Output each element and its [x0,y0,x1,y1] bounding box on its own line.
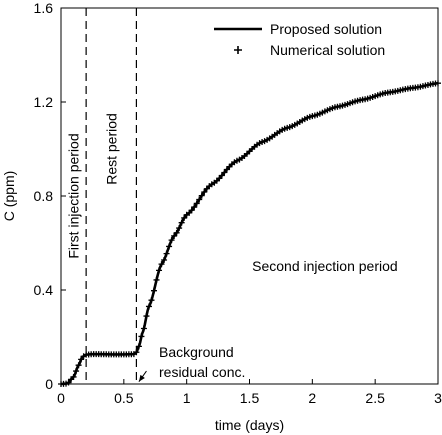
data-point [198,192,205,199]
data-point [176,225,183,232]
y-axis-title: C (ppm) [1,171,17,222]
data-point [158,261,165,268]
y-tick-label: 0.4 [34,282,54,298]
data-point [191,204,198,211]
data-point [156,267,163,274]
plot-area [60,7,439,385]
data-point [163,250,170,257]
x-tick-label: 2 [308,390,316,406]
period-dividers [85,8,137,384]
data-point [145,303,152,310]
x-tick-label: 2.5 [365,390,385,406]
series-markers-numerical [58,80,441,387]
data-point [435,80,441,87]
data-point [140,325,147,332]
data-point [161,256,168,263]
data-point [166,243,173,250]
x-tick-label: 1 [183,390,191,406]
data-point [75,362,82,369]
x-axis: 0 0.5 1 1.5 2 2.5 3 [57,379,442,406]
x-tick-label: 3 [434,390,442,406]
data-point [133,349,140,356]
annotation-0: First injection period [66,133,82,258]
y-tick-label: 0.8 [34,188,54,204]
data-point [150,287,157,294]
y-tick-label: 0 [45,376,53,392]
annotation-2: Second injection period [252,258,398,274]
data-point [196,196,203,203]
data-point [153,276,160,283]
data-point [148,297,155,304]
x-tick-label: 0.5 [114,390,134,406]
data-point [138,333,145,340]
y-tick-label: 1.6 [34,0,54,16]
data-point [178,219,185,226]
data-point [173,229,180,236]
data-point [65,379,72,386]
data-point [168,237,175,244]
annotation-1: Rest period [103,113,119,185]
data-point [193,200,200,207]
data-point [78,356,85,363]
annotations: First injection period Rest period Second … [66,113,398,382]
x-axis-title: time (days) [215,417,284,433]
annotation-3: Background [159,344,234,360]
data-point [171,232,178,239]
data-point [201,188,208,195]
plot-frame [60,7,439,385]
y-axis: 0 0.4 0.8 1.2 1.6 [34,0,66,392]
legend: Proposed solution Numerical solution [214,21,385,58]
series-layer [58,80,441,387]
data-point [135,343,142,350]
annotation-4: residual conc. [159,364,245,380]
y-tick-label: 1.2 [34,94,54,110]
x-tick-label: 1.5 [240,390,260,406]
data-point [73,368,80,375]
annotation-arrowhead [138,374,145,382]
data-point [181,214,188,221]
legend-label-proposed: Proposed solution [270,21,382,37]
legend-swatch-numerical [234,46,242,54]
x-tick-label: 0 [57,390,65,406]
data-point [188,207,195,214]
data-point [143,313,150,320]
legend-label-numerical: Numerical solution [270,42,385,58]
data-point [70,373,77,380]
